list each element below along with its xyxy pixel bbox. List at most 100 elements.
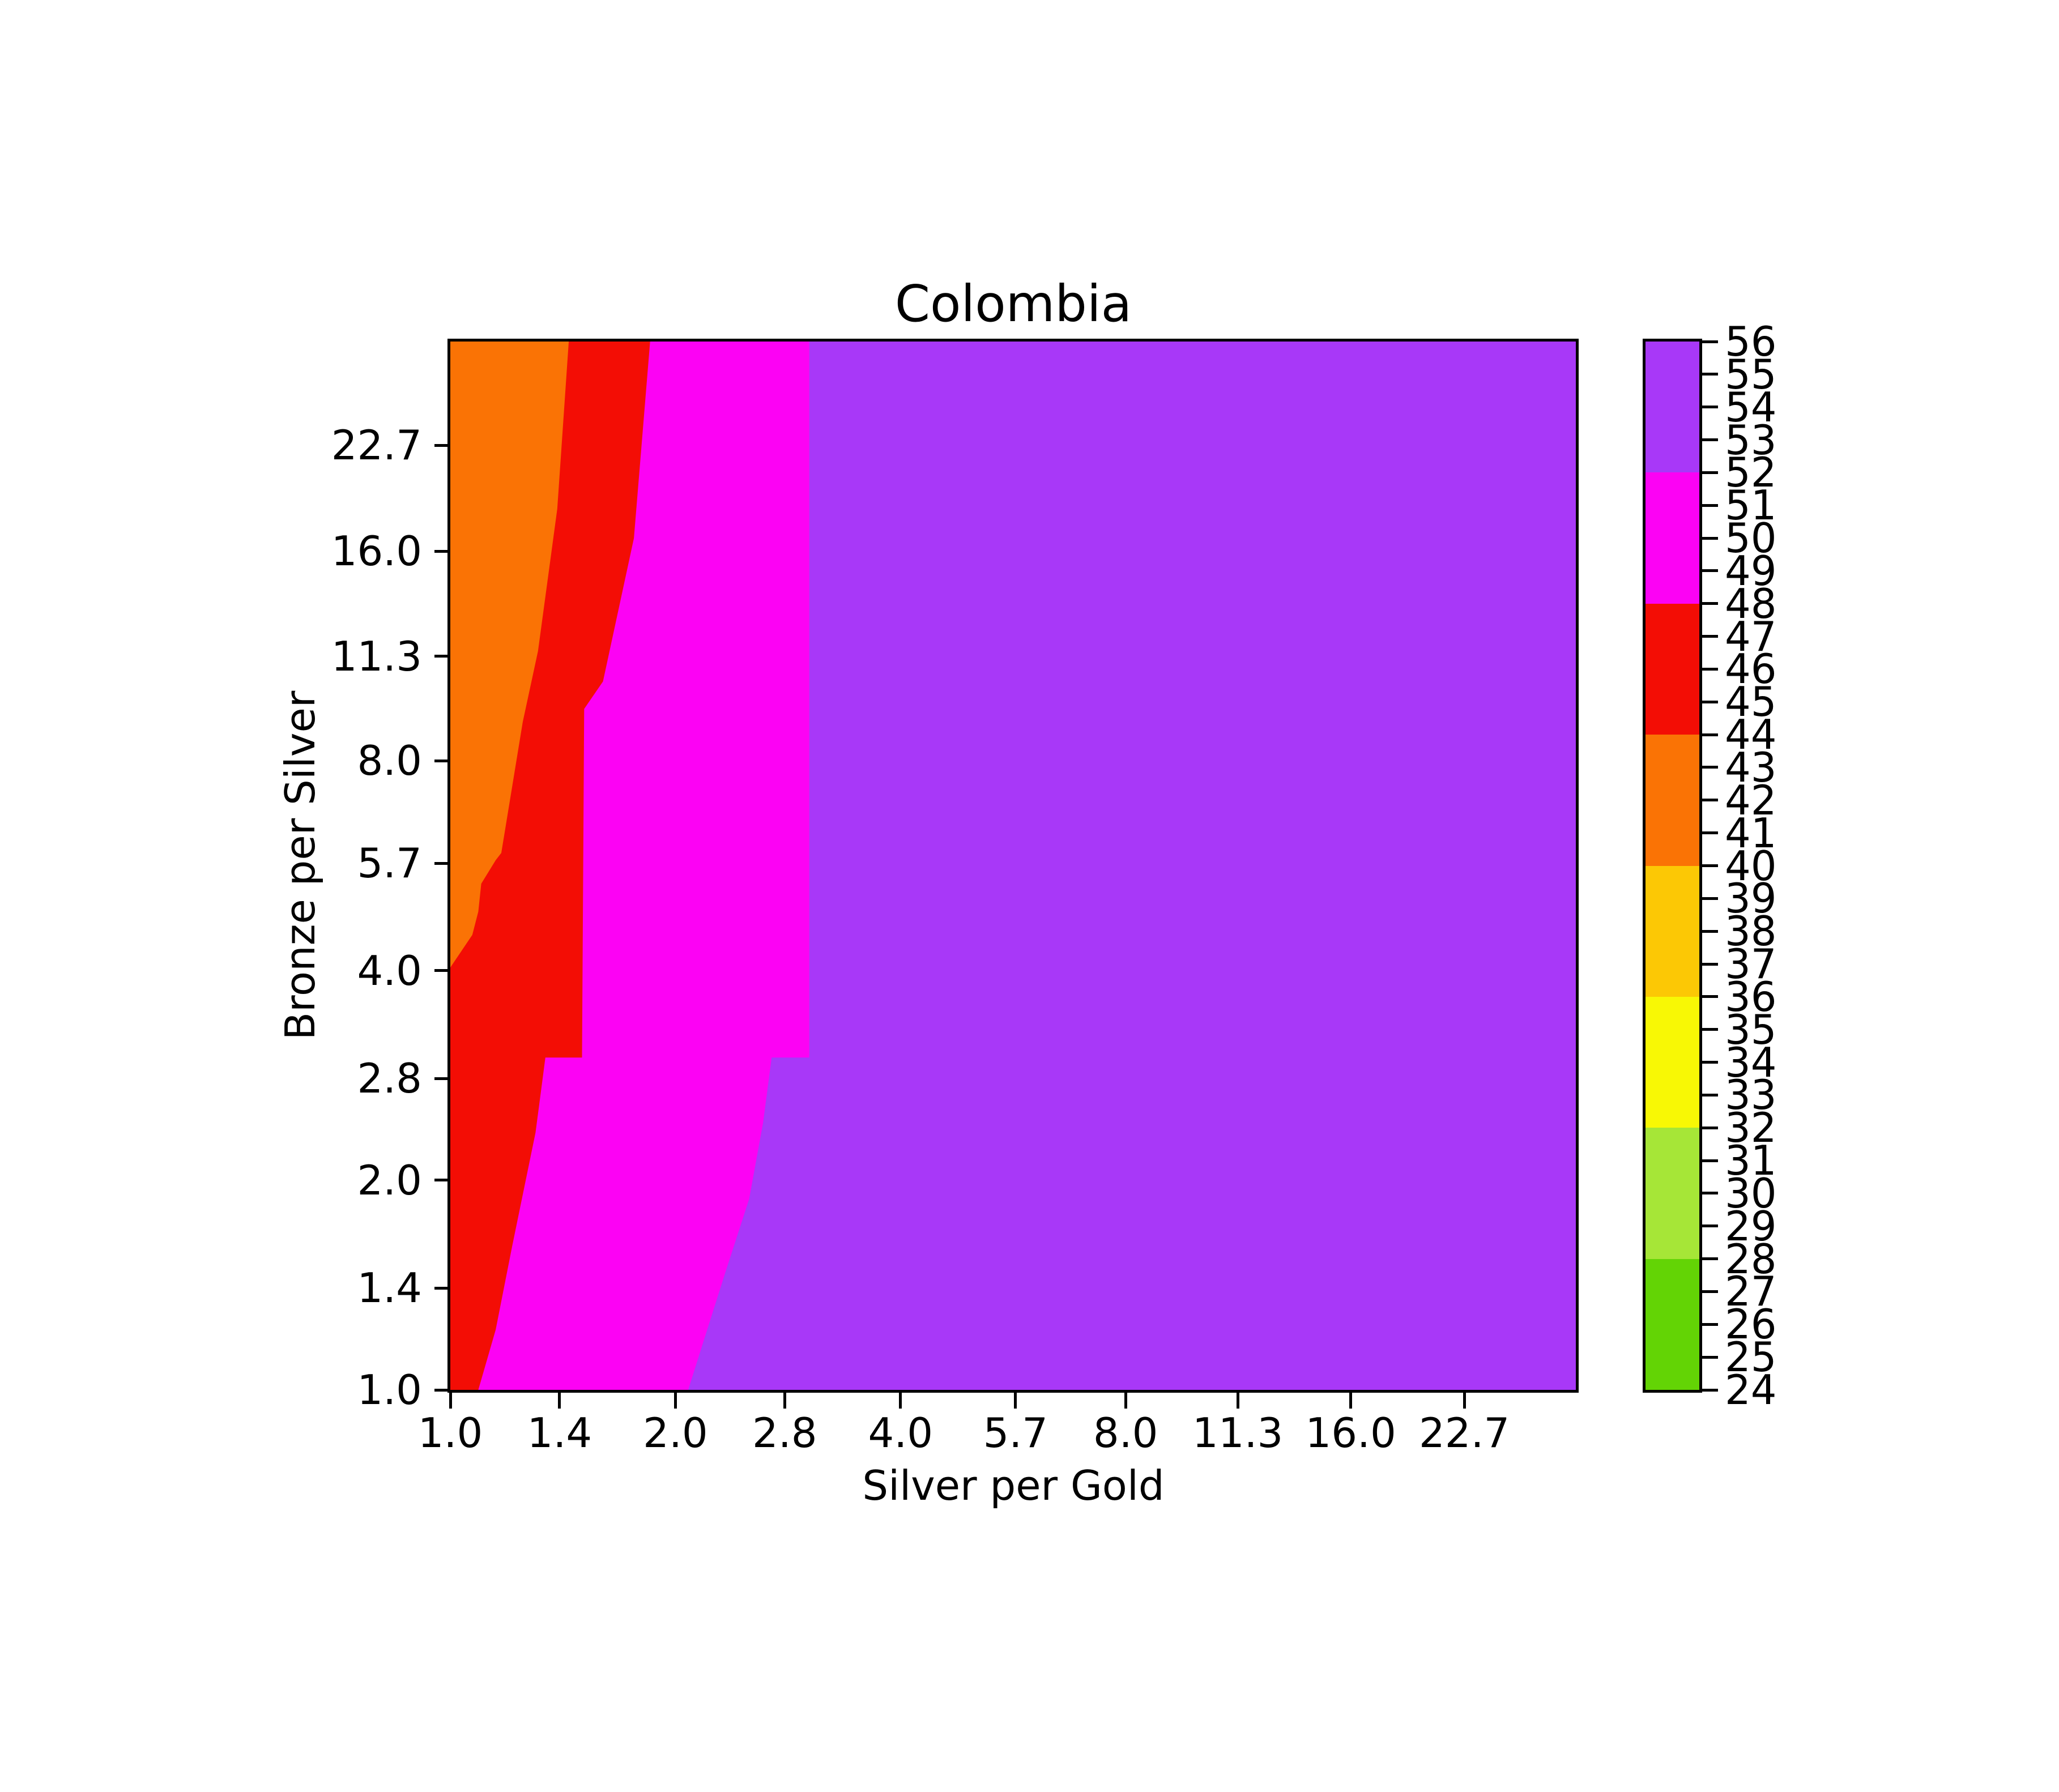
colorbar-tick-mark (1702, 1028, 1718, 1031)
colorbar-tick-label: 39 (1725, 874, 1777, 923)
colorbar-tick-mark (1702, 929, 1718, 933)
colorbar-tick-mark (1702, 1061, 1718, 1064)
x-tick-mark (1124, 1393, 1127, 1409)
colorbar-tick-label: 26 (1725, 1300, 1777, 1349)
colorbar-tick-mark (1702, 1224, 1718, 1228)
colorbar-tick-mark (1702, 1290, 1718, 1293)
y-tick-label: 4.0 (357, 946, 422, 995)
x-tick-mark (1014, 1393, 1017, 1409)
y-tick-label: 1.4 (357, 1264, 422, 1312)
colorbar-tick-label: 52 (1725, 449, 1777, 497)
colorbar-tick-mark (1702, 635, 1718, 638)
colorbar-tick-mark (1702, 602, 1718, 605)
colorbar-tick-mark (1702, 733, 1718, 736)
colorbar-tick-mark (1702, 1388, 1718, 1392)
colorbar-tick-label: 56 (1725, 318, 1777, 365)
colorbar-tick-mark (1702, 766, 1718, 769)
x-tick-mark (1236, 1393, 1239, 1409)
x-tick-label: 4.0 (868, 1409, 933, 1457)
colorbar-tick-mark (1702, 1159, 1718, 1162)
y-tick-label: 22.7 (331, 421, 422, 470)
colorbar-tick-mark (1702, 536, 1718, 540)
colorbar-tick-label: 36 (1725, 972, 1777, 1021)
colorbar-tick-label: 25 (1725, 1333, 1777, 1381)
colorbar-tick-label: 38 (1725, 907, 1777, 955)
colorbar-segment-yellow (1646, 996, 1699, 1128)
colorbar-tick-mark (1702, 406, 1718, 409)
y-tick-mark (434, 969, 450, 972)
x-tick-label: 2.8 (752, 1409, 817, 1457)
colorbar-segment-red (1646, 603, 1699, 735)
colorbar-tick-mark (1702, 897, 1718, 900)
colorbar-tick-label: 44 (1725, 711, 1777, 759)
colorbar-tick-mark (1702, 569, 1718, 573)
x-tick-label: 16.0 (1305, 1409, 1396, 1457)
colorbar-tick-label: 43 (1725, 743, 1777, 791)
y-tick-label: 1.0 (357, 1366, 422, 1414)
colorbar-tick-mark (1702, 1257, 1718, 1261)
plot-title: Colombia (894, 274, 1132, 333)
colorbar-tick-mark (1702, 962, 1718, 966)
colorbar-tick-mark (1702, 373, 1718, 376)
y-tick-mark (434, 1286, 450, 1290)
colorbar-segment-magenta (1646, 472, 1699, 604)
colorbar-tick-label: 27 (1725, 1268, 1777, 1316)
y-tick-mark (434, 1179, 450, 1182)
colorbar-tick-label: 55 (1725, 350, 1777, 398)
colorbar-segment-gold (1646, 865, 1699, 997)
colorbar-tick-label: 46 (1725, 645, 1777, 693)
colorbar-tick-label: 50 (1725, 514, 1777, 562)
colorbar-tick-mark (1702, 1126, 1718, 1129)
x-tick-label: 11.3 (1192, 1409, 1284, 1457)
x-tick-label: 5.7 (983, 1409, 1048, 1457)
x-tick-label: 1.0 (417, 1409, 483, 1457)
colorbar-tick-label: 45 (1725, 678, 1777, 726)
x-tick-mark (899, 1393, 902, 1409)
x-tick-mark (783, 1393, 786, 1409)
colorbar-tick-label: 37 (1725, 940, 1777, 988)
colorbar-tick-mark (1702, 831, 1718, 835)
y-tick-label: 16.0 (331, 527, 422, 575)
x-tick-mark (558, 1393, 561, 1409)
colorbar-tick-label: 28 (1725, 1235, 1777, 1283)
colorbar (1646, 342, 1699, 1390)
colorbar-tick-label: 24 (1725, 1366, 1777, 1414)
colorbar-tick-label: 41 (1725, 809, 1777, 857)
colorbar-tick-label: 40 (1725, 842, 1777, 890)
contour-plot-area (450, 342, 1576, 1390)
colorbar-tick-label: 30 (1725, 1169, 1777, 1217)
y-tick-mark (434, 443, 450, 447)
x-tick-mark (1349, 1393, 1353, 1409)
y-tick-label: 2.8 (357, 1055, 422, 1103)
y-tick-label: 5.7 (357, 839, 422, 888)
x-tick-label: 1.4 (527, 1409, 592, 1457)
y-tick-mark (434, 549, 450, 553)
colorbar-segment-yellowgreen (1646, 1128, 1699, 1259)
colorbar-tick-mark (1702, 1322, 1718, 1326)
colorbar-segment-orange (1646, 735, 1699, 866)
y-tick-mark (434, 759, 450, 762)
colorbar-tick-mark (1702, 340, 1718, 343)
colorbar-tick-label: 47 (1725, 612, 1777, 660)
y-tick-label: 8.0 (357, 737, 422, 785)
colorbar-tick-label: 54 (1725, 383, 1777, 431)
colorbar-tick-label: 35 (1725, 1005, 1777, 1053)
y-tick-mark (434, 1077, 450, 1080)
y-axis-label: Bronze per Silver (276, 690, 324, 1040)
colorbar-tick-label: 42 (1725, 776, 1777, 824)
colorbar-tick-label: 51 (1725, 481, 1777, 530)
colorbar-tick-mark (1702, 471, 1718, 474)
colorbar-tick-mark (1702, 1093, 1718, 1096)
colorbar-segment-purple (1646, 342, 1699, 473)
x-tick-label: 22.7 (1418, 1409, 1510, 1457)
colorbar-tick-label: 29 (1725, 1202, 1777, 1250)
x-tick-label: 8.0 (1093, 1409, 1158, 1457)
colorbar-tick-label: 53 (1725, 416, 1777, 464)
colorbar-tick-mark (1702, 504, 1718, 507)
colorbar-tick-label: 31 (1725, 1137, 1777, 1185)
y-tick-label: 2.0 (357, 1156, 422, 1204)
colorbar-tick-label: 49 (1725, 547, 1777, 595)
x-axis-label: Silver per Gold (862, 1462, 1165, 1509)
x-tick-mark (449, 1393, 452, 1409)
